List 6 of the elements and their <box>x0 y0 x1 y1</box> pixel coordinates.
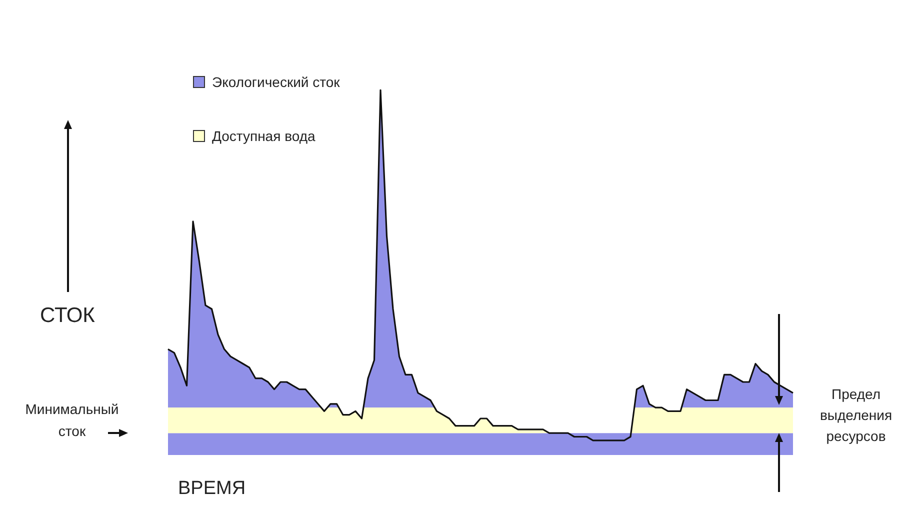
legend-label: Экологический сток <box>212 74 340 90</box>
text: Предел выделения ресурсов <box>818 385 894 446</box>
x-axis-title: ВРЕМЯ <box>178 478 246 500</box>
legend-label: Доступная вода <box>212 128 316 144</box>
y-axis-title: СТОК <box>40 304 95 328</box>
text: Минимальный сток <box>24 400 120 441</box>
